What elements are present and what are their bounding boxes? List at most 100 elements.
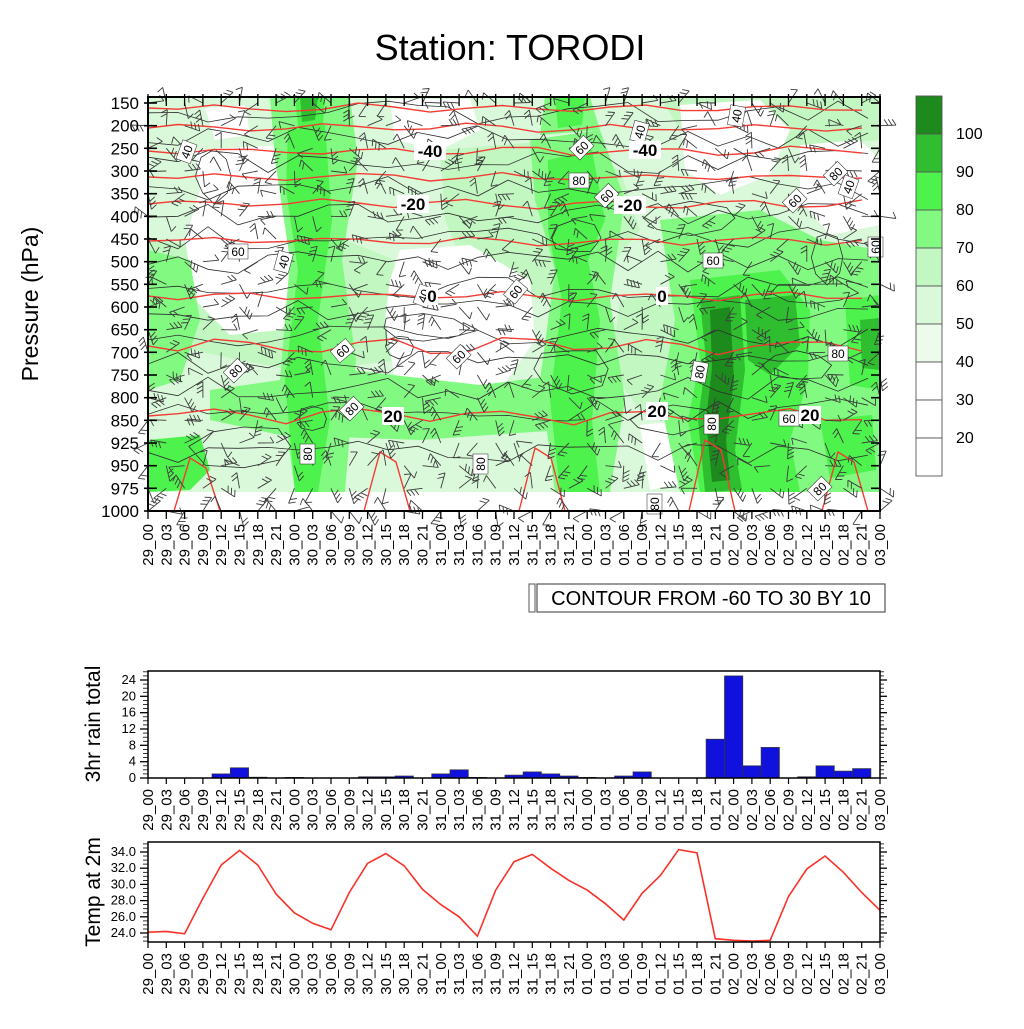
pressure-tick-label: 800 — [111, 389, 139, 408]
rain-bar — [724, 675, 744, 779]
x-tick-label: 30_03 — [305, 789, 322, 831]
colorbar: 100 90 80 70 60 50 40 30 20 — [915, 95, 983, 477]
rain-y-tick-label: 12 — [122, 721, 136, 736]
x-tick-label: 29_00 — [140, 953, 157, 995]
x-tick-label: 02_12 — [799, 953, 816, 995]
rh-contour-label: 80 — [222, 357, 249, 384]
temp-y-tick-label: 24.0 — [111, 925, 136, 940]
x-tick-label: 29_03 — [158, 953, 175, 995]
x-tick-label: 29_00 — [140, 789, 157, 831]
x-tick-label: 02_21 — [854, 789, 871, 831]
x-tick-label: 31_12 — [506, 789, 523, 831]
x-tick-label: 31_15 — [524, 789, 541, 831]
x-tick-label: 29_00 — [140, 524, 157, 566]
x-tick-label: 29_12 — [213, 789, 230, 831]
x-tick-label: 31_00 — [433, 953, 450, 995]
x-tick-label: 02_06 — [762, 789, 779, 831]
x-tick-label: 30_18 — [396, 524, 413, 566]
pressure-tick-label: 500 — [111, 253, 139, 272]
x-tick-label: 29_09 — [195, 953, 212, 995]
pressure-tick-label: 550 — [111, 275, 139, 294]
x-tick-label: 30_15 — [378, 789, 395, 831]
rh-contour-label: 80 — [822, 160, 849, 187]
x-tick-label: 31_06 — [469, 953, 486, 995]
rh-contour-label: 60 — [781, 187, 808, 214]
rain-bar — [742, 765, 762, 779]
x-tick-label: 30_09 — [341, 789, 358, 831]
x-tick-label: 31_00 — [433, 789, 450, 831]
x-tick-label: 02_21 — [854, 524, 871, 566]
temp-y-tick-label: 28.0 — [111, 893, 136, 908]
rain-bar — [522, 771, 542, 779]
x-tick-label: 29_18 — [250, 524, 267, 566]
x-tick-label: 01_18 — [689, 524, 706, 566]
x-tick-label: 31_09 — [488, 953, 505, 995]
x-tick-label: 30_00 — [286, 953, 303, 995]
x-tick-label: 31_18 — [543, 953, 560, 995]
x-tick-label: 31_03 — [451, 953, 468, 995]
temperature-contour-label: 0 — [657, 287, 666, 306]
rh-contour-label: 80 — [299, 443, 316, 465]
colorbar-tick-label: 20 — [956, 430, 974, 447]
rh-contour-label: 60 — [227, 243, 249, 260]
x-tick-label: 01_15 — [671, 524, 688, 566]
x-tick-label: 30_09 — [341, 524, 358, 566]
x-tick-label: 01_21 — [707, 789, 724, 831]
colorbar-tick-label: 60 — [956, 278, 974, 295]
rh-contour-label: 80 — [827, 345, 849, 362]
rain-bar — [449, 769, 469, 779]
rh-contour-label: 80 — [646, 493, 663, 515]
temperature-contour-label-halo — [426, 287, 438, 305]
pressure-tick-label: 925 — [111, 434, 139, 453]
colorbar-cell — [915, 171, 943, 211]
rh-contour-label: 60 — [445, 343, 472, 370]
x-tick-label: 02_00 — [726, 953, 743, 995]
x-tick-label: 30_06 — [323, 524, 340, 566]
x-tick-label: 02_12 — [799, 789, 816, 831]
rain-y-tick-label: 0 — [129, 770, 136, 785]
colorbar-cell — [915, 361, 943, 401]
temperature-contour-label-halo — [414, 142, 446, 160]
x-tick-label: 30_03 — [305, 953, 322, 995]
temperature-contour-label-halo — [397, 195, 429, 213]
temperature-contour-label-halo — [382, 407, 404, 425]
temperature-contour-label: -20 — [401, 195, 426, 214]
colorbar-cell — [915, 399, 943, 439]
pressure-tick-label: 750 — [111, 366, 139, 385]
x-tick-label: 02_09 — [781, 524, 798, 566]
temperature-contour-label: 20 — [801, 406, 820, 425]
x-tick-label: 29_21 — [268, 524, 285, 566]
x-tick-label: 30_18 — [396, 953, 413, 995]
x-tick-label: 31_15 — [524, 524, 541, 566]
svg-text:80: 80 — [648, 497, 662, 511]
temperature-contour-label-halo — [656, 287, 668, 305]
x-tick-label: 31_09 — [488, 524, 505, 566]
x-tick-label: 31_09 — [488, 789, 505, 831]
x-tick-label: 01_06 — [616, 524, 633, 566]
rain-bar — [815, 765, 835, 779]
x-tick-label: 31_06 — [469, 789, 486, 831]
temperature-contour-lines — [148, 102, 869, 511]
pressure-tick-label: 950 — [111, 457, 139, 476]
temp-panel-border — [147, 841, 881, 943]
colorbar-cell — [915, 323, 943, 363]
x-tick-label: 02_15 — [817, 953, 834, 995]
rh-contour-label: 60 — [329, 338, 356, 364]
rh-contour-label: 60 — [593, 182, 620, 209]
svg-text:60: 60 — [706, 254, 720, 268]
x-tick-label: 01_18 — [689, 789, 706, 831]
x-tick-label: 02_18 — [835, 953, 852, 995]
x-tick-label: 01_00 — [579, 953, 596, 995]
rain-bar — [705, 738, 725, 779]
page-title: Station: TORODI — [375, 27, 646, 68]
x-tick-label: 31_06 — [469, 524, 486, 566]
rh-contour-label: 60 — [503, 278, 529, 305]
x-tick-label: 31_03 — [451, 789, 468, 831]
x-tick-label: 30_12 — [360, 789, 377, 831]
wind-barbs — [131, 86, 897, 528]
colorbar-tick-label: 90 — [956, 164, 974, 181]
x-tick-label: 30_21 — [415, 789, 432, 831]
